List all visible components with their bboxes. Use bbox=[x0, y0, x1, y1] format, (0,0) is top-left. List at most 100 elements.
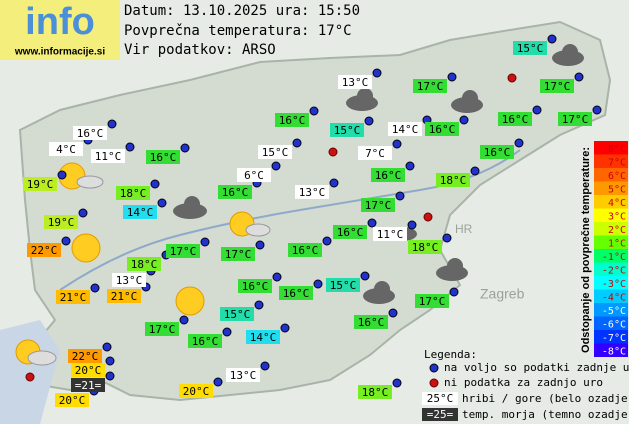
station-dot bbox=[272, 272, 282, 282]
station-dot bbox=[78, 208, 88, 218]
temp-box bbox=[330, 123, 364, 137]
scale-label: -3°C bbox=[602, 279, 626, 290]
station-dot bbox=[592, 105, 602, 115]
temp-label: 22°C bbox=[31, 244, 58, 257]
temp-box bbox=[112, 273, 146, 287]
scale-step bbox=[594, 222, 628, 236]
sea bbox=[0, 320, 60, 424]
legend-swatch bbox=[422, 392, 458, 405]
station-dot bbox=[367, 218, 377, 228]
legend-text: hribi / gore (belo ozadje) bbox=[462, 392, 629, 405]
temp-label: 20°C bbox=[59, 394, 86, 407]
temp-box bbox=[44, 215, 78, 229]
legend-text: na voljo so podatki zadnje ure bbox=[444, 361, 629, 374]
temp-label: 17°C bbox=[562, 113, 589, 126]
temp-label: 16°C bbox=[358, 316, 385, 329]
temp-box bbox=[279, 286, 313, 300]
temp-label: 13°C bbox=[116, 274, 143, 287]
station-dot bbox=[280, 323, 290, 333]
scale-step bbox=[594, 208, 628, 222]
temp-label: 16°C bbox=[375, 169, 402, 182]
temp-box bbox=[275, 113, 309, 127]
missing-dot bbox=[328, 147, 338, 157]
station-dot bbox=[105, 356, 115, 366]
scale-step bbox=[594, 249, 628, 263]
temp-box bbox=[27, 243, 61, 257]
temp-label: 16°C bbox=[150, 151, 177, 164]
temp-box bbox=[258, 145, 292, 159]
temp-label: 16°C bbox=[283, 287, 310, 300]
temp-box bbox=[413, 79, 447, 93]
temp-label: 6°C bbox=[244, 169, 264, 182]
temp-label: 15°C bbox=[517, 42, 544, 55]
temp-box bbox=[49, 142, 83, 156]
missing-dot bbox=[25, 372, 35, 382]
station-dot bbox=[547, 34, 557, 44]
station-dot bbox=[442, 233, 452, 243]
temp-box bbox=[388, 122, 422, 136]
scale-step bbox=[594, 181, 628, 195]
sun bbox=[175, 286, 205, 316]
temp-label: 16°C bbox=[337, 226, 364, 239]
temp-box bbox=[56, 290, 90, 304]
legend-title: Legenda: bbox=[424, 348, 477, 361]
temp-box bbox=[237, 168, 271, 182]
temp-box bbox=[146, 150, 180, 164]
station-dot bbox=[213, 377, 223, 387]
station-dot bbox=[179, 315, 189, 325]
scale-step bbox=[594, 262, 628, 276]
station-dot bbox=[180, 143, 190, 153]
temp-box bbox=[480, 145, 514, 159]
scale-step bbox=[594, 289, 628, 303]
station-dot bbox=[125, 142, 135, 152]
cloud bbox=[363, 281, 395, 304]
scale-label: -7°C bbox=[602, 333, 626, 344]
map-label: HR bbox=[455, 222, 473, 236]
legend-text: ni podatka za zadnjo uro bbox=[444, 376, 603, 389]
station-dot bbox=[260, 361, 270, 371]
temp-label: 7°C bbox=[365, 147, 385, 160]
legend-text: temp. morja (temno ozadje) bbox=[462, 408, 629, 421]
cloud bbox=[436, 258, 468, 281]
station-dot bbox=[254, 300, 264, 310]
temp-label: 15°C bbox=[330, 279, 357, 292]
temp-box bbox=[123, 205, 157, 219]
scale-step bbox=[594, 141, 628, 155]
temp-box bbox=[188, 334, 222, 348]
station-dot bbox=[372, 68, 382, 78]
temp-box bbox=[221, 247, 255, 261]
scale-step bbox=[594, 316, 628, 330]
temp-box bbox=[218, 185, 252, 199]
station-dot bbox=[200, 237, 210, 247]
station-dot bbox=[388, 308, 398, 318]
station-dot bbox=[309, 106, 319, 116]
temp-label: 15°C bbox=[334, 124, 361, 137]
scale-step bbox=[594, 154, 628, 168]
legend-swatch bbox=[422, 408, 458, 421]
cloud bbox=[346, 88, 378, 111]
station-dot bbox=[90, 283, 100, 293]
temp-label: 18°C bbox=[362, 386, 389, 399]
missing-dot bbox=[507, 73, 517, 83]
station-dot bbox=[102, 342, 112, 352]
temp-box bbox=[408, 240, 442, 254]
temp-box bbox=[220, 307, 254, 321]
stations: 15°C 13°C 17°C 17°C 16°C 16°C 15°C 14°C 16°C 16°C… bbox=[23, 34, 602, 407]
temp-label: 11°C bbox=[377, 228, 404, 241]
temp-label: 13°C bbox=[342, 76, 369, 89]
sun-cloud bbox=[229, 211, 271, 237]
temp-box bbox=[71, 378, 105, 392]
avg-line: Povprečna temperatura: 17°C bbox=[124, 23, 352, 39]
scale-label: -6°C bbox=[602, 319, 626, 330]
scale-label: 1°C bbox=[608, 238, 626, 249]
temp-box bbox=[540, 79, 574, 93]
temp-label: 17°C bbox=[544, 80, 571, 93]
temp-label: 4°C bbox=[56, 143, 76, 156]
station-dot bbox=[271, 161, 281, 171]
date-line: Datum: 13.10.2025 ura: 15:50 bbox=[124, 3, 360, 19]
temp-label: 14°C bbox=[127, 206, 154, 219]
station-dot bbox=[360, 271, 370, 281]
temp-label: 16°C bbox=[242, 280, 269, 293]
temp-box bbox=[326, 278, 360, 292]
